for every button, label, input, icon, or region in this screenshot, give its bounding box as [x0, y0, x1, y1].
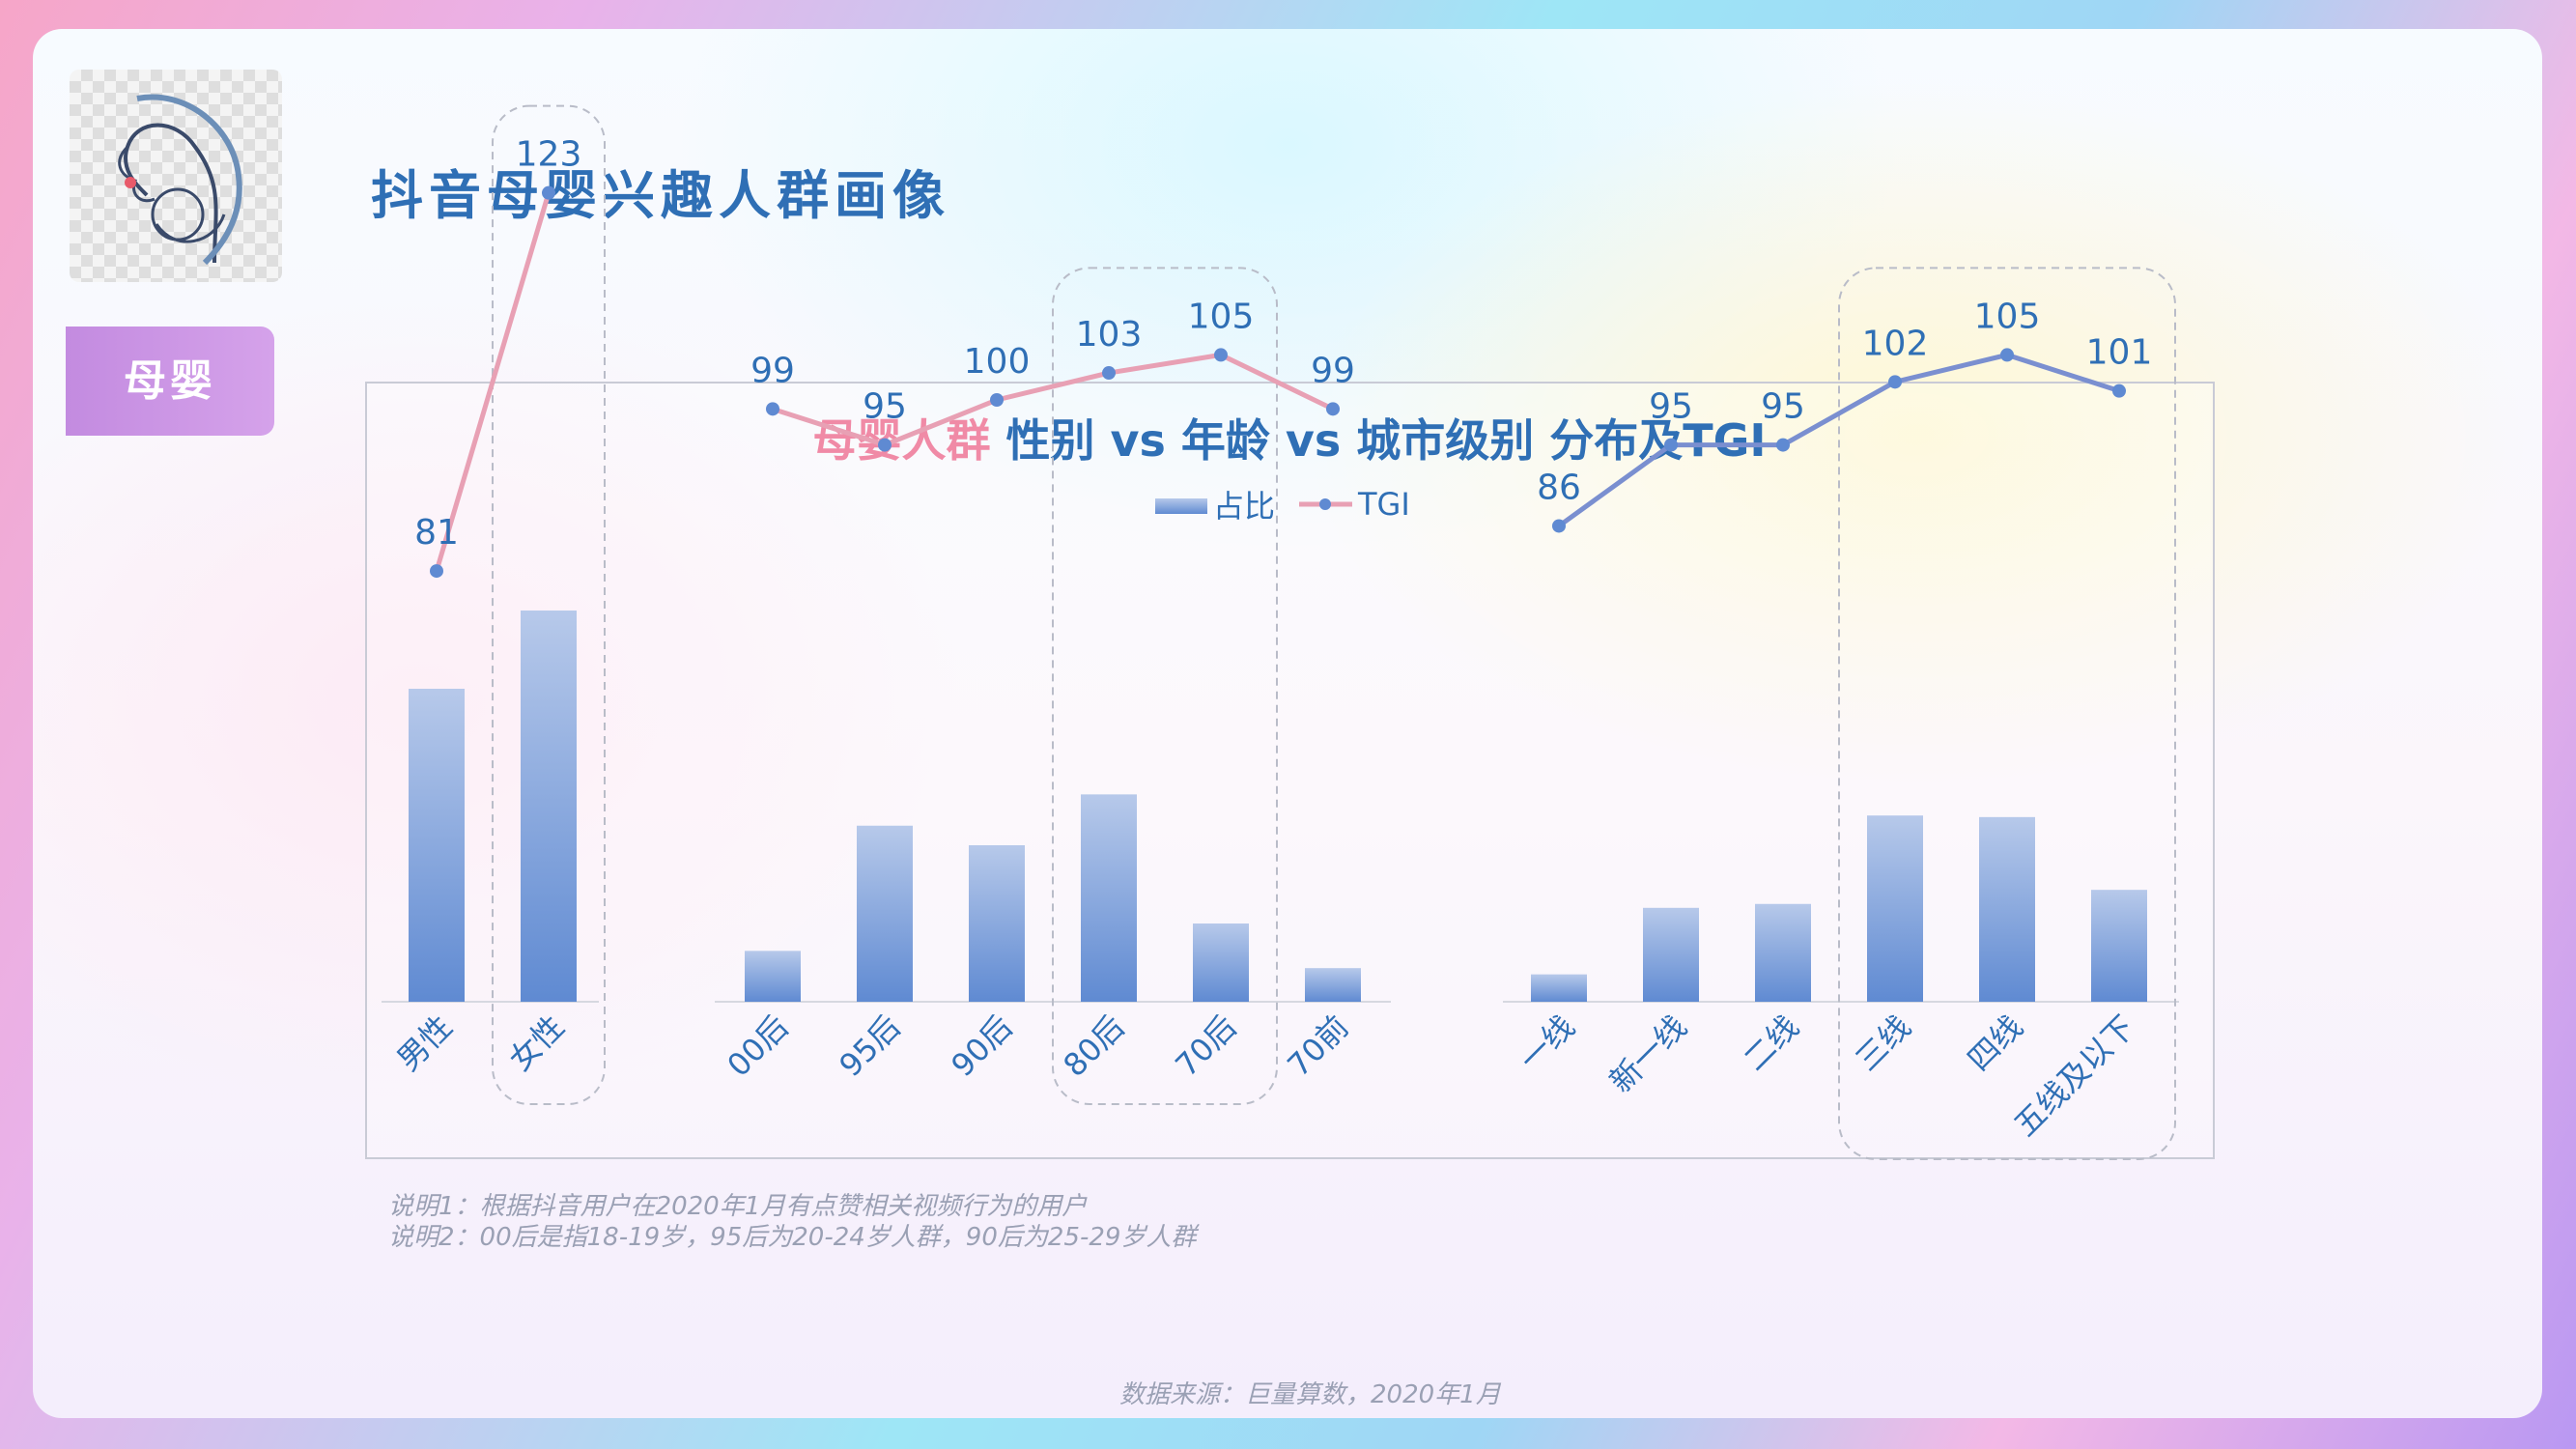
tgi-point-90后 — [990, 393, 1004, 407]
bar-00后 — [745, 951, 801, 1002]
tgi-label-一线: 86 — [1537, 468, 1581, 507]
bar-二线 — [1755, 903, 1811, 1002]
page-title: 抖音母婴兴趣人群画像 — [371, 165, 950, 226]
legend-share-label: 占比 — [1213, 488, 1275, 525]
legend-tgi-dot — [1319, 498, 1331, 510]
note-1: 说明1：根据抖音用户在2020年1月有点赞相关视频行为的用户 — [388, 1192, 1088, 1221]
tgi-label-五线及以下: 101 — [2086, 333, 2153, 373]
chart-title: 母婴人群 性别 vs 年龄 vs 城市级别 分布及TGI — [812, 414, 1766, 467]
tgi-label-二线: 95 — [1761, 387, 1805, 427]
chart-frame — [365, 382, 2215, 1159]
data-source: 数据来源：巨量算数，2020年1月 — [1119, 1380, 1501, 1409]
highlight-box-city — [1838, 267, 2176, 1160]
mother-baby-logo — [70, 70, 282, 282]
tgi-label-70后: 105 — [1188, 297, 1255, 336]
category-tab-mother-baby[interactable]: 母婴 — [66, 327, 274, 436]
bar-三线 — [1867, 815, 1923, 1002]
mother-baby-icon — [118, 94, 242, 266]
bar-70后 — [1193, 923, 1249, 1002]
chart-legend: 占比 TGI — [1155, 486, 1410, 525]
tgi-point-五线及以下 — [2112, 384, 2126, 398]
tgi-label-新一线: 95 — [1649, 387, 1693, 427]
bar-五线及以下 — [2091, 890, 2147, 1002]
bar-95后 — [857, 825, 913, 1002]
tgi-line-city — [1557, 352, 2120, 528]
tgi-label-女性: 123 — [516, 135, 582, 175]
bar-新一线 — [1643, 907, 1699, 1002]
tgi-point-70前 — [1326, 402, 1340, 416]
tgi-point-00后 — [766, 402, 779, 416]
tgi-point-三线 — [1888, 375, 1902, 389]
tgi-label-三线: 102 — [1862, 324, 1929, 363]
tgi-point-女性 — [542, 185, 555, 200]
bar-70前 — [1305, 968, 1361, 1002]
bar-四线 — [1979, 816, 2035, 1002]
tgi-line-gender — [434, 191, 552, 572]
tgi-label-男性: 81 — [414, 513, 459, 553]
bar-一线 — [1531, 974, 1587, 1002]
bar-80后 — [1081, 794, 1137, 1002]
tgi-label-95后: 95 — [863, 387, 907, 427]
tgi-point-男性 — [430, 564, 443, 579]
tgi-point-80后 — [1102, 366, 1116, 381]
tgi-point-95后 — [878, 438, 892, 452]
tgi-point-70后 — [1214, 348, 1228, 362]
tgi-line-age — [772, 352, 1335, 448]
tgi-point-二线 — [1776, 438, 1790, 452]
highlight-box-age — [1052, 267, 1278, 1105]
tgi-label-00后: 99 — [750, 351, 795, 390]
tgi-label-70前: 99 — [1311, 351, 1355, 390]
tgi-point-新一线 — [1664, 438, 1678, 452]
tgi-label-90后: 100 — [964, 342, 1031, 382]
note-2: 说明2：00后是指18-19岁，95后为20-24岁人群，90后为25-29岁人… — [388, 1223, 1197, 1252]
tgi-label-80后: 103 — [1076, 315, 1143, 355]
highlight-box-gender — [492, 104, 606, 1105]
tgi-point-一线 — [1552, 519, 1566, 533]
bar-90后 — [969, 845, 1025, 1002]
tgi-label-四线: 105 — [1974, 297, 2041, 336]
bar-男性 — [409, 689, 465, 1002]
chart-title-rest: 性别 vs 年龄 vs 城市级别 分布及TGI — [990, 414, 1766, 467]
legend-tgi-label: TGI — [1357, 486, 1410, 523]
legend-bar-swatch — [1155, 498, 1207, 514]
bar-女性 — [521, 611, 577, 1002]
tgi-point-四线 — [2000, 348, 2014, 362]
